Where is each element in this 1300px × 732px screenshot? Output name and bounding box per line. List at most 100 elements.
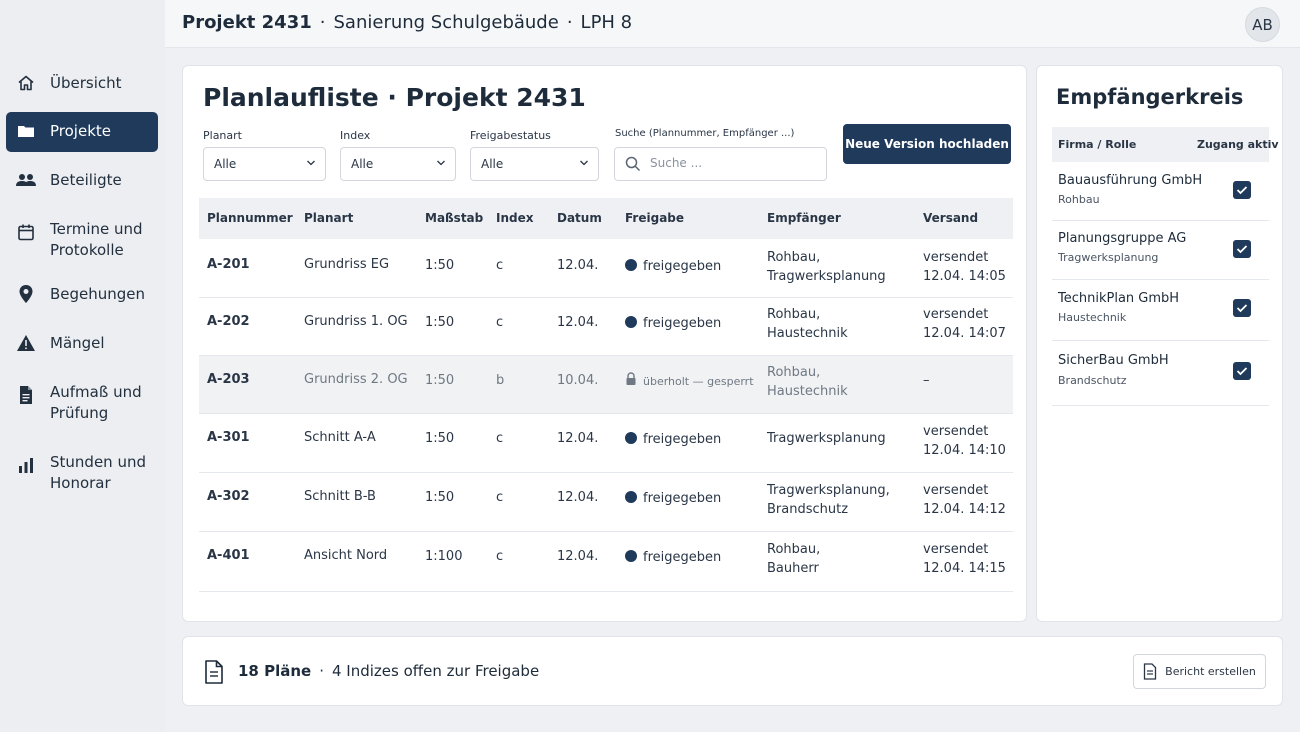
- upload-version-button[interactable]: Neue Version hochladen: [843, 124, 1011, 164]
- filter-index-value: Alle: [351, 157, 374, 171]
- plan-type: Ansicht Nord: [304, 548, 388, 563]
- plan-index: c: [496, 490, 504, 505]
- map-pin-icon: [16, 284, 36, 304]
- column-header[interactable]: Plannummer: [207, 211, 293, 225]
- document-icon: [16, 385, 36, 405]
- plan-index: b: [496, 373, 505, 388]
- recipient-role: Tragwerksplanung: [1058, 251, 1159, 264]
- plan-scale: 1:50: [425, 315, 455, 330]
- recipient-role: Brandschutz: [1058, 374, 1127, 387]
- filter-status-select[interactable]: Alle: [470, 147, 599, 181]
- dispatch-cell: versendet 12.04. 14:07: [923, 307, 1006, 341]
- sidebar-item-stunden[interactable]: Stunden und Honorar: [6, 452, 158, 494]
- breadcrumb: Projekt 2431 · Sanierung Schulgebäude · LPH …: [182, 12, 633, 33]
- sidebar-item-aufmass[interactable]: Aufmaß und Prüfung: [6, 382, 158, 424]
- plan-number[interactable]: A-203: [207, 372, 250, 387]
- checkmark-icon: [1236, 245, 1248, 254]
- breadcrumb-title: Sanierung Schulgebäude: [333, 12, 559, 33]
- plan-date: 12.04.: [557, 315, 599, 330]
- plan-number[interactable]: A-301: [207, 430, 250, 445]
- recipient-name: Bauausführung GmbH: [1058, 173, 1203, 188]
- column-header: Firma / Rolle: [1058, 138, 1137, 151]
- plan-number[interactable]: A-201: [207, 257, 250, 272]
- plan-date: 12.04.: [557, 431, 599, 446]
- filter-status-value: Alle: [481, 157, 504, 171]
- column-header[interactable]: Index: [496, 211, 534, 225]
- sidebar-item-uebersicht[interactable]: Übersicht: [6, 73, 158, 94]
- dispatch-cell: versendet 12.04. 14:05: [923, 250, 1006, 284]
- recipients-header: Firma / Rolle Zugang aktiv: [1052, 127, 1279, 162]
- sidebar-item-projekte[interactable]: Projekte: [6, 112, 158, 152]
- table-row[interactable]: A-202 Grundriss 1. OG 1:50 c 12.04. frei…: [199, 298, 1013, 356]
- sidebar-item-beteiligte[interactable]: Beteiligte: [6, 170, 158, 191]
- home-icon: [16, 73, 36, 93]
- summary-text: 18 Pläne · 4 Indizes offen zur Freigabe: [238, 662, 540, 680]
- column-header[interactable]: Datum: [557, 211, 602, 225]
- checkmark-icon: [1236, 304, 1248, 313]
- search-field: [614, 147, 827, 181]
- plan-scale: 1:50: [425, 258, 455, 273]
- plan-type: Grundriss EG: [304, 257, 390, 272]
- sidebar-item-maengel[interactable]: Mängel: [6, 333, 158, 354]
- column-header[interactable]: Versand: [923, 211, 979, 225]
- plan-number[interactable]: A-302: [207, 489, 250, 504]
- dispatch-cell: versendet 12.04. 14:15: [923, 542, 1006, 576]
- plan-index: c: [496, 431, 504, 446]
- recipients-cell: Rohbau, Tragwerksplanung: [767, 250, 886, 284]
- plan-list-card: Planlaufliste · Projekt 2431 Planart All…: [182, 65, 1027, 622]
- table-row[interactable]: A-302 Schnitt B-B 1:50 c 12.04. freigege…: [199, 473, 1013, 532]
- table-row[interactable]: A-401 Ansicht Nord 1:100 c 12.04. freige…: [199, 532, 1013, 592]
- plan-type: Schnitt B-B: [304, 489, 376, 504]
- plan-number[interactable]: A-401: [207, 548, 250, 563]
- recipients-cell: Rohbau, Haustechnik: [767, 307, 848, 341]
- create-report-button[interactable]: Bericht erstellen: [1133, 654, 1266, 689]
- recipients-cell: Rohbau, Haustechnik: [767, 365, 848, 399]
- filter-index-select[interactable]: Alle: [340, 147, 456, 181]
- plan-date: 12.04.: [557, 549, 599, 564]
- release-status: freigegeben: [625, 430, 721, 449]
- breadcrumb-project[interactable]: Projekt 2431: [182, 12, 312, 33]
- column-header[interactable]: Empfänger: [767, 211, 841, 225]
- recipients-cell: Tragwerksplanung, Brandschutz: [767, 483, 890, 517]
- plan-number[interactable]: A-202: [207, 314, 250, 329]
- sidebar-item-label: Stunden und Honorar: [50, 453, 146, 492]
- plan-date: 12.04.: [557, 490, 599, 505]
- column-header: Zugang aktiv: [1197, 138, 1279, 151]
- summary-footer: 18 Pläne · 4 Indizes offen zur Freigabe Be…: [182, 636, 1283, 706]
- table-row[interactable]: A-201 Grundriss EG 1:50 c 12.04. freigeg…: [199, 239, 1013, 298]
- access-checkbox[interactable]: [1233, 362, 1251, 380]
- dispatch-cell: versendet 12.04. 14:10: [923, 424, 1006, 458]
- plan-count: 18 Pläne: [238, 662, 312, 680]
- sidebar-item-termine[interactable]: Termine und Protokolle: [6, 219, 158, 261]
- folder-icon: [16, 121, 36, 141]
- recipient-name: Planungsgruppe AG: [1058, 231, 1187, 246]
- access-checkbox[interactable]: [1233, 181, 1251, 199]
- status-dot: [625, 316, 637, 328]
- sidebar-item-label: Übersicht: [50, 74, 122, 92]
- dispatch-cell: –: [923, 373, 930, 388]
- access-checkbox[interactable]: [1233, 299, 1251, 317]
- sidebar-item-label: Mängel: [50, 334, 105, 352]
- filter-planart-label: Planart: [203, 129, 242, 142]
- plan-scale: 1:50: [425, 490, 455, 505]
- filter-status-label: Freigabestatus: [470, 129, 551, 142]
- table-row[interactable]: A-203 Grundriss 2. OG 1:50 b 10.04. über…: [199, 356, 1013, 414]
- status-dot: [625, 550, 637, 562]
- table-row[interactable]: A-301 Schnitt A-A 1:50 c 12.04. freigege…: [199, 414, 1013, 473]
- search-input[interactable]: [650, 156, 820, 170]
- dispatch-cell: versendet 12.04. 14:12: [923, 483, 1006, 517]
- warning-icon: [16, 333, 36, 353]
- table-header: Plannummer Planart Maßstab Index Datum F…: [199, 198, 1013, 239]
- lock-icon: [626, 372, 636, 385]
- sidebar-item-label: Aufmaß und Prüfung: [50, 383, 142, 422]
- column-header[interactable]: Maßstab: [425, 211, 484, 225]
- access-checkbox[interactable]: [1233, 240, 1251, 258]
- sidebar-item-begehungen[interactable]: Begehungen: [6, 284, 158, 305]
- column-header[interactable]: Planart: [304, 211, 354, 225]
- checkmark-icon: [1236, 367, 1248, 376]
- filter-planart-select[interactable]: Alle: [203, 147, 326, 181]
- release-status: freigegeben: [625, 314, 721, 333]
- avatar[interactable]: AB: [1245, 7, 1280, 42]
- column-header[interactable]: Freigabe: [625, 211, 685, 225]
- plan-scale: 1:50: [425, 431, 455, 446]
